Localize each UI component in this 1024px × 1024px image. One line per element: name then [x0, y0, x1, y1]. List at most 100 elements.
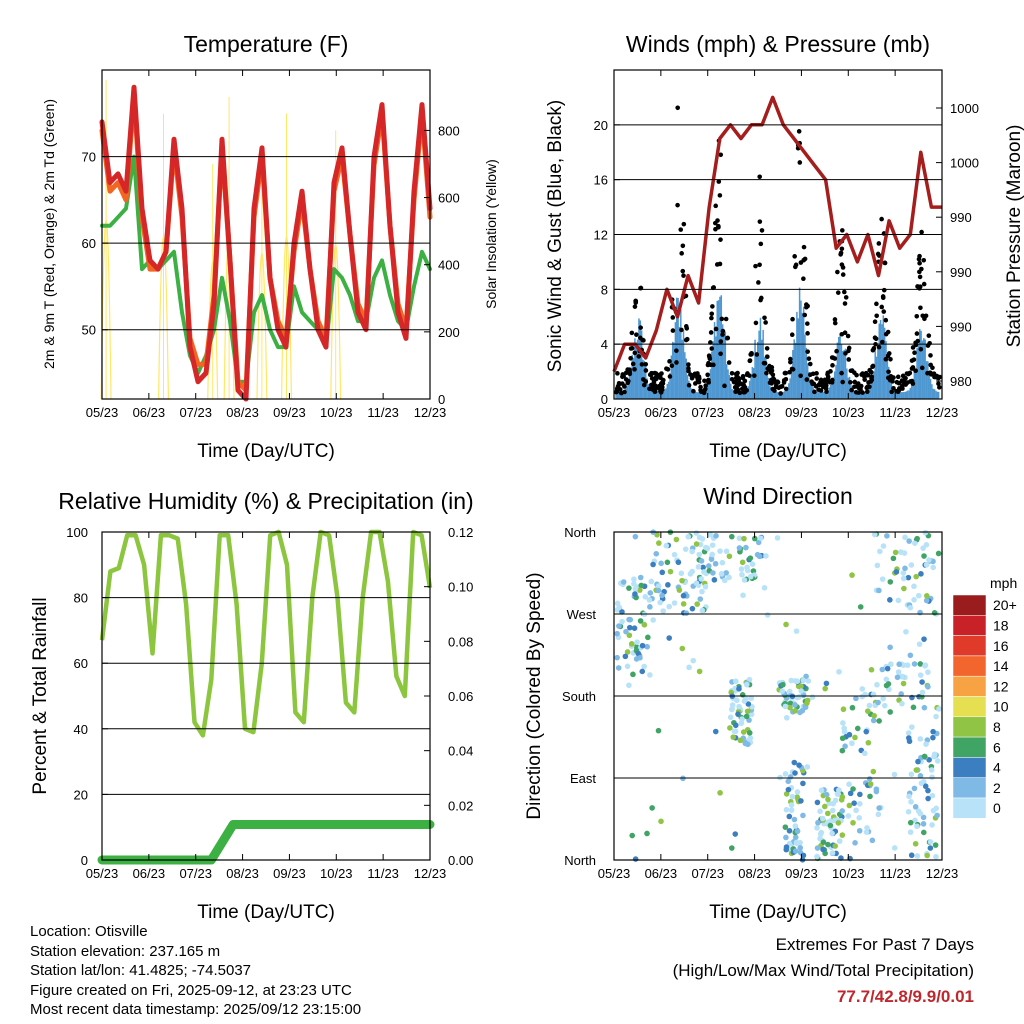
direction-point [894, 674, 901, 681]
direction-point [788, 802, 795, 808]
direction-point [647, 604, 653, 610]
direction-point [630, 671, 636, 678]
gust-point [653, 371, 659, 376]
direction-point [679, 577, 685, 584]
direction-point [644, 643, 650, 650]
direction-point [912, 817, 918, 824]
direction-point [698, 576, 705, 582]
gust-point [696, 374, 702, 380]
gust-point [843, 295, 849, 300]
direction-point [821, 803, 828, 810]
gust-point [764, 370, 769, 376]
direction-point [841, 725, 847, 732]
direction-point [792, 823, 799, 829]
direction-point [615, 665, 622, 671]
gust-point [696, 379, 702, 385]
direction-point [914, 853, 921, 859]
direction-point [636, 587, 643, 593]
gust-point [886, 369, 891, 375]
direction-point [695, 564, 702, 570]
direction-point [786, 688, 793, 695]
winds-y2tick-label: 990 [950, 210, 972, 225]
gust-point [832, 356, 838, 361]
direction-point [871, 531, 878, 538]
direction-point [647, 590, 654, 596]
gust-point [719, 316, 725, 322]
direction-point [887, 644, 893, 651]
gust-point [708, 330, 714, 335]
direction-point [624, 649, 631, 655]
direction-point [637, 654, 643, 661]
direction-point [899, 700, 905, 707]
direction-point [634, 639, 640, 645]
direction-point [741, 535, 747, 542]
direction-point [700, 564, 706, 571]
gust-point [830, 363, 835, 368]
direction-point [730, 734, 737, 740]
direction-point [796, 762, 802, 768]
gust-point [679, 327, 684, 333]
temperature-xtick-label: 10/23 [320, 405, 353, 420]
winds-ytick-label: 0 [601, 392, 608, 407]
gust-point [854, 383, 860, 389]
direction-point [631, 625, 638, 631]
direction-point [747, 735, 754, 741]
direction-point [912, 840, 919, 847]
gust-point [914, 331, 920, 336]
direction-point [786, 813, 793, 820]
humidity-ytick-label: 100 [66, 525, 88, 540]
temperature-ylabel-right: Solar Insolation (Yellow) [483, 159, 499, 309]
direction-point [879, 576, 886, 582]
direction-point [782, 824, 789, 830]
direction-point [655, 583, 662, 589]
direction-point [673, 536, 680, 543]
direction-point [911, 583, 917, 590]
direction-point [902, 534, 908, 541]
direction-point [747, 573, 754, 580]
colorbar-label: 14 [993, 658, 1009, 674]
direction-point [876, 587, 882, 594]
gust-point [798, 373, 803, 379]
direction-point [913, 573, 920, 580]
direction-point [922, 662, 929, 669]
direction-point [729, 845, 735, 851]
gust-point [674, 360, 679, 365]
direction-point [929, 774, 935, 781]
gust-point [718, 237, 723, 242]
direction-point [852, 734, 858, 741]
direction-point [744, 564, 750, 571]
direction-point [632, 856, 639, 862]
direction-point [739, 692, 746, 698]
gust-point [881, 309, 887, 314]
direction-point [743, 544, 749, 551]
gust-point [752, 373, 757, 378]
direction-point [906, 793, 912, 800]
direction-point [899, 673, 905, 680]
direction-point [797, 844, 804, 851]
gust-point [869, 375, 874, 381]
humidity-ytick-label: 20 [74, 787, 88, 802]
direction-point [699, 588, 705, 595]
direction-point [925, 683, 931, 690]
humidity-ytick-label: 40 [74, 722, 88, 737]
gust-point [684, 336, 690, 342]
direction-point [809, 694, 816, 700]
gust-point [652, 389, 658, 395]
direction-point [823, 791, 830, 798]
direction-point [863, 728, 870, 735]
direction-point [650, 617, 656, 623]
direction-point [845, 813, 852, 819]
direction-point [736, 535, 743, 542]
winds-panel: Winds (mph) & Pressure (mb) 0 4 8 12 16 20 980… [545, 31, 1024, 462]
direction-point [921, 704, 928, 711]
direction-point [856, 827, 863, 834]
direction-point [817, 835, 823, 842]
direction-point [783, 791, 790, 797]
direction-point [916, 641, 923, 647]
direction-point [721, 577, 728, 584]
direction-point [786, 827, 793, 834]
gust-point [717, 261, 723, 267]
direction-point [862, 750, 868, 757]
humidity-y2tick-label: 0.04 [448, 744, 473, 759]
direction-xtick-label: 06/23 [645, 866, 678, 881]
